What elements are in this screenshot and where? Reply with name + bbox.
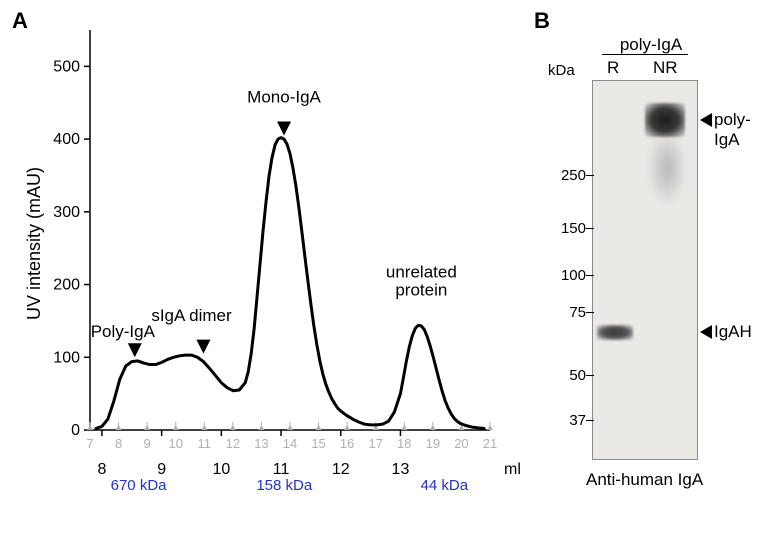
lane-label-nr: NR xyxy=(653,58,678,78)
y-tick-label: 0 xyxy=(71,422,80,439)
inner-tick-label: 9 xyxy=(144,436,151,451)
inner-tick-label: 15 xyxy=(311,436,325,451)
annotation-poly-IgA: poly-IgA xyxy=(714,110,769,150)
inner-tick-marker xyxy=(201,425,207,430)
y-tick-label: 100 xyxy=(53,349,80,366)
inner-tick-marker xyxy=(173,425,179,430)
inner-tick-marker xyxy=(430,425,436,430)
mw-marker-dash xyxy=(586,420,594,421)
inner-tick-label: 12 xyxy=(226,436,240,451)
chromatogram-chart: 01002003004005008910111213ml789101112131… xyxy=(0,0,530,546)
inner-tick-marker xyxy=(487,425,493,430)
x-tick-label: 12 xyxy=(332,461,350,478)
inner-tick-label: 20 xyxy=(454,436,468,451)
inner-tick-marker xyxy=(144,425,150,430)
inner-tick-marker xyxy=(287,425,293,430)
mw-marker-dash xyxy=(586,228,594,229)
x-tick-label: 9 xyxy=(157,461,166,478)
inner-tick-marker xyxy=(316,425,322,430)
mw-marker-label: 37 xyxy=(552,412,586,429)
inner-tick-marker xyxy=(344,425,350,430)
inner-tick-label: 8 xyxy=(115,436,122,451)
peak-label: unrelated xyxy=(386,262,457,281)
inner-tick-marker xyxy=(230,425,236,430)
inner-tick-label: 16 xyxy=(340,436,354,451)
inner-tick-marker xyxy=(116,425,122,430)
peak-arrowhead-icon xyxy=(196,340,210,354)
mw-marker-label: 150 xyxy=(552,220,586,237)
peak-arrowhead-icon xyxy=(277,121,291,135)
peak-label: protein xyxy=(395,280,447,299)
inner-tick-label: 21 xyxy=(483,436,497,451)
mw-marker-label: 75 xyxy=(552,304,586,321)
x-unit-label: ml xyxy=(504,461,521,478)
peak-arrowhead-icon xyxy=(128,343,142,357)
y-tick-label: 400 xyxy=(53,131,80,148)
kda-marker-label: 670 kDa xyxy=(111,477,168,494)
x-tick-label: 13 xyxy=(392,461,410,478)
blot-band-IgAH xyxy=(597,325,633,340)
inner-tick-label: 19 xyxy=(426,436,440,451)
blot-header-underline xyxy=(602,54,688,55)
inner-tick-label: 18 xyxy=(397,436,411,451)
mw-marker-label: 250 xyxy=(552,167,586,184)
y-tick-label: 300 xyxy=(53,204,80,221)
kda-marker-label: 158 kDa xyxy=(256,477,313,494)
mw-marker-dash xyxy=(586,275,594,276)
inner-tick-label: 13 xyxy=(254,436,268,451)
inner-tick-label: 17 xyxy=(368,436,382,451)
mw-marker-dash xyxy=(586,175,594,176)
panel-b: B poly-IgA R NR kDa 250 150 100 75 50 37 poly-IgA I… xyxy=(530,0,769,546)
blot-bottom-label: Anti-human IgA xyxy=(586,470,703,490)
x-tick-label: 11 xyxy=(273,461,290,478)
mw-marker-label: 100 xyxy=(552,267,586,284)
y-tick-label: 200 xyxy=(53,277,80,294)
annotation-IgAH: IgAH xyxy=(714,322,752,342)
lane-label-r: R xyxy=(607,58,619,78)
annotation-arrowhead-icon xyxy=(700,113,712,127)
inner-tick-label: 14 xyxy=(283,436,297,451)
peak-label: sIgA dimer xyxy=(151,306,232,325)
blot-band-poly-IgA xyxy=(645,103,685,137)
annotation-arrowhead-icon xyxy=(700,325,712,339)
inner-tick-marker xyxy=(401,425,407,430)
inner-tick-label: 11 xyxy=(198,436,212,451)
mw-marker-label: 50 xyxy=(552,367,586,384)
blot-smear-poly-IgA xyxy=(649,133,685,203)
blot-header: poly-IgA xyxy=(610,35,692,55)
mw-marker-dash xyxy=(586,312,594,313)
inner-tick-label: 10 xyxy=(168,436,182,451)
inner-tick-label: 7 xyxy=(86,436,93,451)
peak-label: Poly-IgA xyxy=(91,322,156,341)
unit-label: kDa xyxy=(548,62,575,79)
panel-letter-b: B xyxy=(534,8,550,34)
inner-tick-marker xyxy=(258,425,264,430)
kda-marker-label: 44 kDa xyxy=(421,477,469,494)
figure-wrap: A UV intensity (mAU) 0100200300400500891… xyxy=(0,0,769,546)
panel-a: A UV intensity (mAU) 0100200300400500891… xyxy=(0,0,530,546)
y-tick-label: 500 xyxy=(53,58,80,75)
x-tick-label: 8 xyxy=(97,461,106,478)
mw-marker-dash xyxy=(586,375,594,376)
peak-label: Mono-IgA xyxy=(247,88,321,107)
x-tick-label: 10 xyxy=(212,461,230,478)
inner-tick-marker xyxy=(87,425,93,430)
